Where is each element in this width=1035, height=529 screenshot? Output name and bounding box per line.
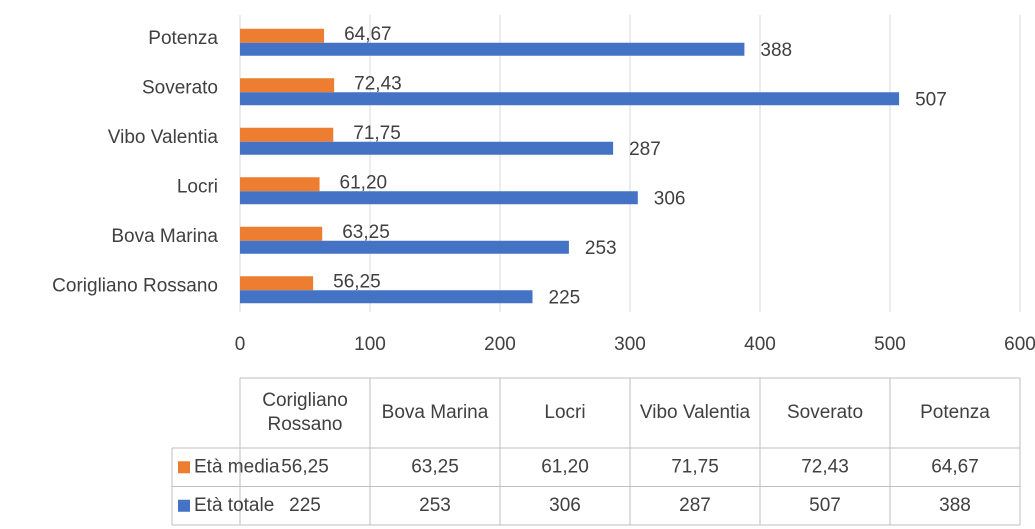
y-tick-label: Vibo Valentia (108, 127, 219, 148)
data-label: 71,75 (353, 123, 401, 144)
x-tick-label: 300 (614, 334, 646, 355)
x-tick-label: 0 (235, 334, 246, 355)
table-cell: 253 (419, 495, 451, 516)
legend-key (178, 499, 190, 512)
table-cell: 56,25 (281, 456, 329, 477)
data-label: 388 (760, 40, 792, 61)
bar (240, 191, 638, 205)
table-header: Vibo Valentia (639, 402, 751, 424)
data-label: 64,67 (344, 24, 392, 45)
table-cell: 64,67 (931, 456, 979, 477)
bar (240, 28, 325, 43)
table-header-text: Potenza (920, 402, 990, 424)
y-tick-label: Soverato (142, 77, 218, 98)
table-header-text: Vibo Valentia (639, 402, 751, 424)
table-cell: 287 (679, 495, 711, 516)
y-tick-label: Potenza (148, 28, 218, 49)
table-cell: 61,20 (541, 456, 589, 477)
bar (240, 226, 323, 241)
bar (240, 141, 614, 155)
x-tick-label: 100 (354, 334, 386, 355)
x-tick-label: 200 (484, 334, 516, 355)
legend-label: Età totale (194, 495, 274, 516)
table-header: Soverato (786, 402, 864, 424)
y-tick-label: Bova Marina (111, 226, 218, 247)
table-cell: 63,25 (411, 456, 459, 477)
y-tick-label: Locri (177, 176, 218, 197)
y-tick-label: Corigliano Rossano (52, 275, 218, 296)
legend-label: Età media (194, 456, 280, 477)
legend-key (178, 461, 190, 474)
data-label: 225 (549, 287, 581, 308)
table-cell: 225 (289, 495, 321, 516)
bar (240, 276, 314, 291)
table-cell: 72,43 (801, 456, 849, 477)
table-cell: 507 (809, 495, 841, 516)
table-header: Bova Marina (381, 402, 489, 424)
x-tick-label: 500 (874, 334, 906, 355)
table-header: Corigliano Rossano (262, 390, 348, 435)
data-label: 63,25 (342, 222, 390, 243)
data-label: 287 (629, 139, 661, 160)
data-label: 61,20 (340, 172, 388, 193)
table-header-text: Locri (544, 402, 586, 424)
table-cell: 388 (939, 495, 971, 516)
bar (240, 177, 320, 192)
table-cell: 71,75 (671, 456, 719, 477)
bar (240, 78, 335, 93)
x-tick-label: 400 (744, 334, 776, 355)
bar (240, 42, 745, 56)
data-label: 72,43 (354, 73, 402, 94)
table-header-text: Corigliano Rossano (262, 390, 348, 435)
x-tick-label: 600 (1004, 334, 1035, 355)
table-header: Locri (544, 402, 586, 424)
table-header-text: Bova Marina (381, 402, 489, 424)
data-label: 56,25 (333, 271, 381, 292)
table-header: Potenza (920, 402, 990, 424)
data-label: 507 (915, 89, 947, 110)
data-label: 253 (585, 238, 617, 259)
bar (240, 127, 334, 142)
bar (240, 92, 900, 106)
bar (240, 290, 533, 304)
table-cell: 306 (549, 495, 581, 516)
data-label: 306 (654, 188, 686, 209)
table-header-text: Soverato (786, 402, 864, 424)
bar (240, 240, 569, 254)
